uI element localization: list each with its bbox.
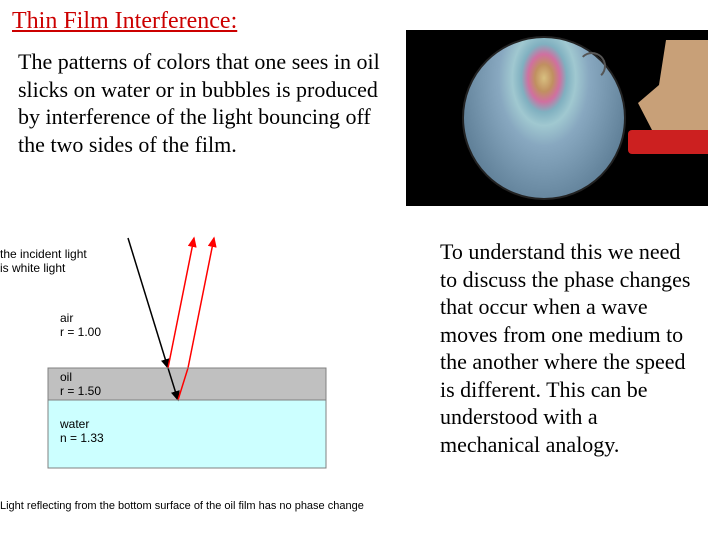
- soap-film-photo: [406, 30, 708, 206]
- swirl-pattern: [578, 52, 606, 80]
- reflected-ray-top: [168, 238, 194, 368]
- diagram-caption: Light reflecting from the bottom surface…: [0, 500, 390, 513]
- page-title: Thin Film Interference:: [12, 8, 237, 35]
- ray-diagram: [0, 228, 390, 488]
- thin-film-diagram: the incident lightis white light air r =…: [0, 228, 390, 528]
- intro-paragraph: The patterns of colors that one sees in …: [18, 48, 388, 158]
- reflected-ray-bottom: [188, 238, 214, 368]
- soap-film-disc: [462, 36, 626, 200]
- wand-handle: [628, 130, 708, 154]
- refracted-ray-oil: [168, 368, 178, 400]
- hand-holding: [638, 40, 708, 130]
- reflected-ray-bottom-in-oil: [178, 368, 188, 400]
- incident-ray: [128, 238, 168, 368]
- explanation-paragraph: To understand this we need to discuss th…: [440, 238, 692, 458]
